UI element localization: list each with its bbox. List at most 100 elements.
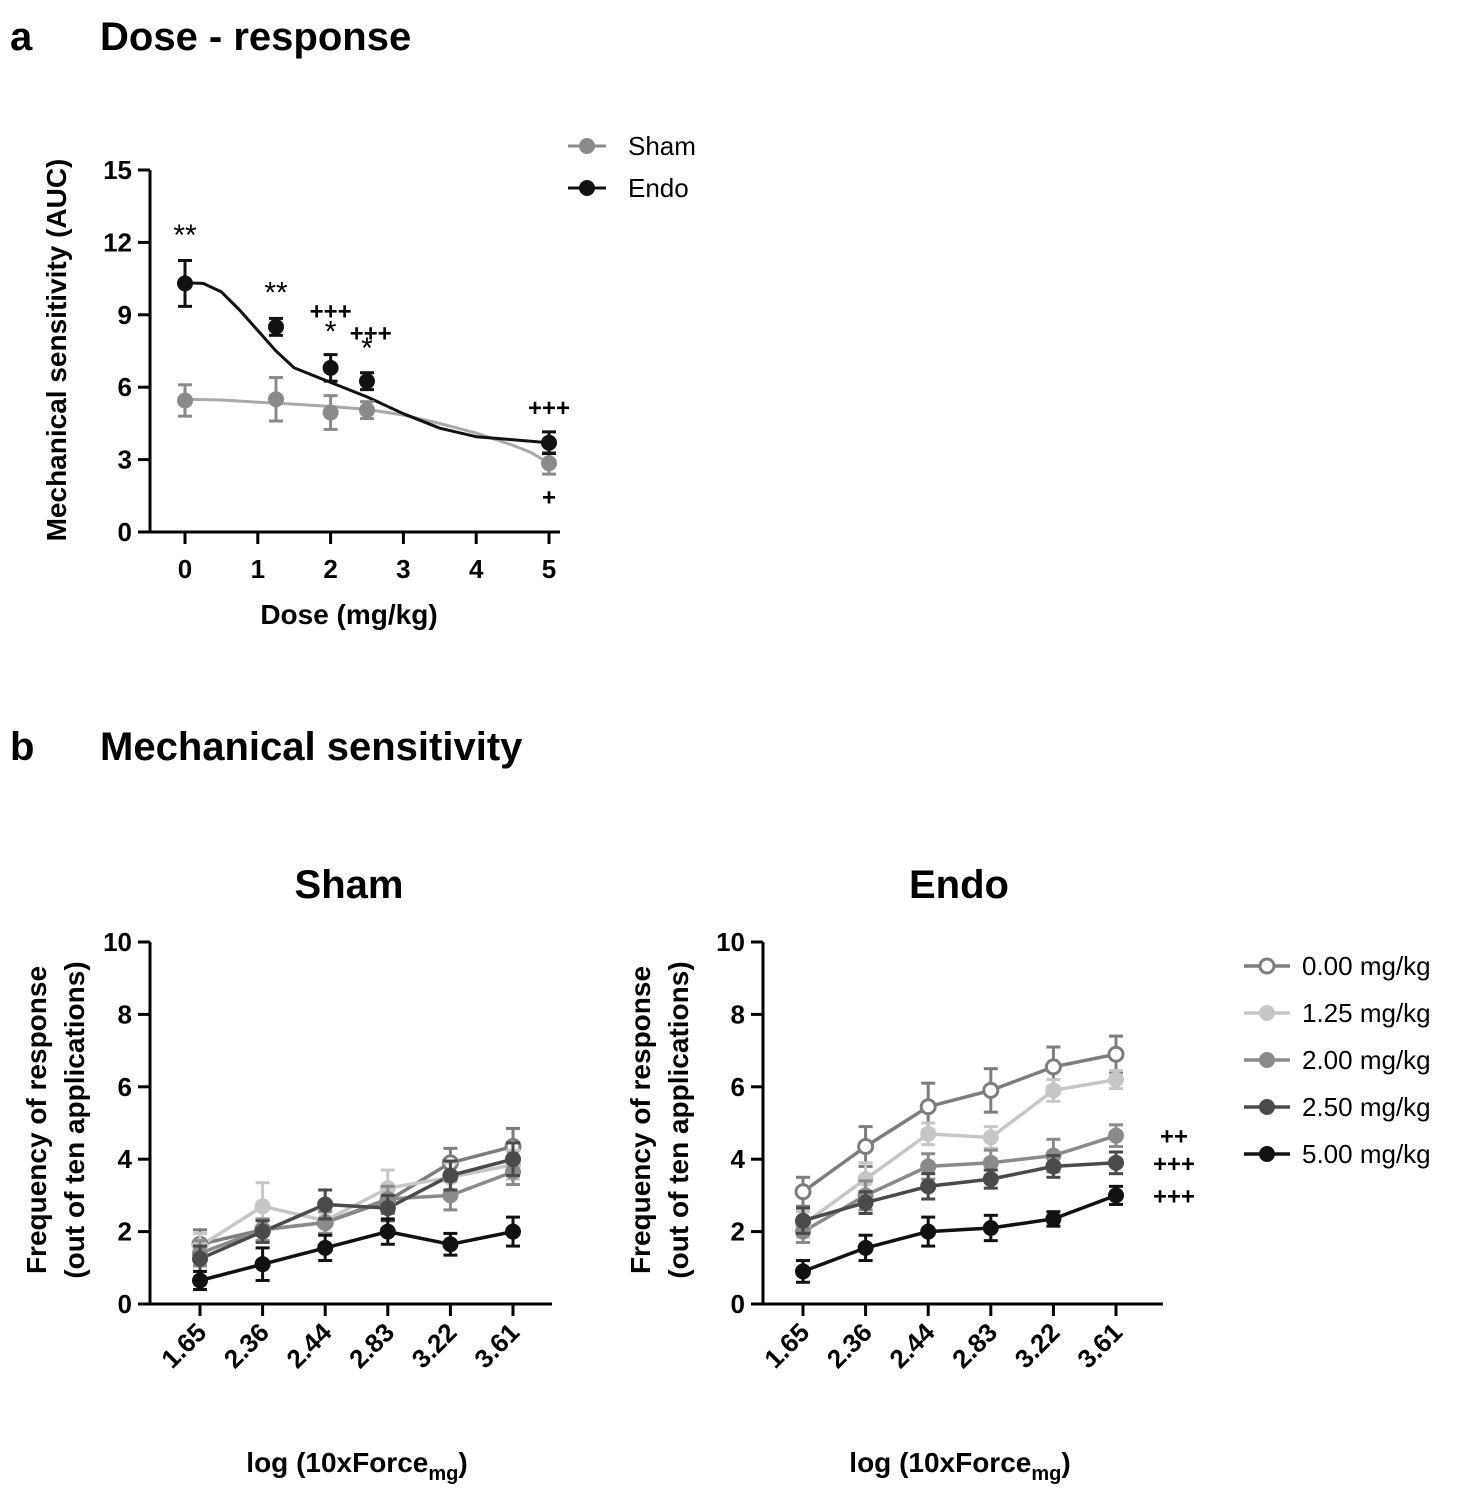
chart-a-endo-point bbox=[541, 434, 557, 451]
sham-y-label-line2: (out of ten applications) bbox=[59, 961, 90, 1278]
endo-chart: Endo Frequency of response (out of ten a… bbox=[625, 863, 1195, 1485]
endo-y-tick-label: 0 bbox=[731, 1289, 745, 1319]
sham-series-250-point bbox=[192, 1250, 208, 1267]
endo-series-000-point bbox=[857, 1138, 875, 1156]
endo-series-125-point bbox=[1045, 1082, 1062, 1099]
endo-x-label-close: ) bbox=[1061, 1447, 1070, 1478]
endo-series-250-point bbox=[982, 1171, 999, 1188]
endo-series-125-line bbox=[801, 1077, 1117, 1226]
chart-a-y-tick-label: 6 bbox=[118, 372, 132, 402]
chart-a-significance-mark: * bbox=[325, 315, 337, 348]
sham-chart-title: Sham bbox=[295, 863, 404, 907]
legend-sham-label: Sham bbox=[628, 131, 696, 161]
chart-a-endo-point bbox=[359, 373, 375, 390]
chart-a-endo-point bbox=[268, 318, 284, 335]
sham-series-250-point bbox=[379, 1200, 396, 1217]
endo-chart-title: Endo bbox=[909, 863, 1009, 907]
chart-a-significance-mark: * bbox=[361, 332, 373, 365]
sham-x-tick-label: 1.65 bbox=[155, 1317, 212, 1374]
sham-chart: Sham Frequency of response (out of ten a… bbox=[21, 863, 552, 1485]
chart-a-x-tick-label: 2 bbox=[323, 554, 337, 584]
sham-series-500-point bbox=[379, 1223, 396, 1240]
endo-x-tick-label: 1.65 bbox=[758, 1317, 815, 1374]
sham-y-tick-label: 2 bbox=[118, 1217, 132, 1247]
chart-a-y-tick-label: 9 bbox=[118, 300, 132, 330]
endo-series-125-point bbox=[982, 1129, 999, 1146]
sham-x-label-main: log (10xForce bbox=[246, 1447, 428, 1478]
endo-x-tick-label: 3.22 bbox=[1009, 1317, 1066, 1374]
sham-y-tick-label: 6 bbox=[118, 1072, 132, 1102]
endo-series-500-point bbox=[795, 1263, 811, 1280]
sham-x-tick-label: 2.44 bbox=[280, 1317, 337, 1374]
sham-series-500-point bbox=[505, 1223, 521, 1240]
chart-a-significance-mark: +++ bbox=[310, 299, 352, 326]
endo-series-500-point bbox=[1045, 1210, 1062, 1227]
sham-series-250-point bbox=[505, 1151, 521, 1168]
chart-a-significance-mark: ** bbox=[173, 219, 197, 252]
endo-series-250-point bbox=[857, 1194, 874, 1211]
chart-a-x-label: Dose (mg/kg) bbox=[260, 599, 437, 630]
chart-a-y-tick-label: 0 bbox=[118, 517, 132, 547]
sham-series-500-point bbox=[254, 1256, 271, 1273]
sham-x-tick-label: 3.22 bbox=[406, 1317, 463, 1374]
endo-series-500-point bbox=[982, 1219, 999, 1236]
sham-x-tick-label: 3.61 bbox=[468, 1317, 525, 1374]
sham-series-250-point bbox=[317, 1196, 334, 1213]
endo-series-000-point bbox=[1107, 1045, 1125, 1063]
endo-series-250-point bbox=[795, 1212, 811, 1229]
chart-a-y-tick-label: 15 bbox=[103, 155, 132, 185]
endo-series-500-line bbox=[802, 1193, 1117, 1274]
chart-a-endo-fit-curve bbox=[184, 281, 550, 445]
legend-dose-500-label: 5.00 mg/kg bbox=[1302, 1139, 1431, 1169]
legend-dose-250-marker bbox=[1259, 1099, 1275, 1115]
endo-y-label-line1: Frequency of response bbox=[625, 966, 656, 1274]
chart-a-endo-point bbox=[177, 275, 193, 292]
sham-series-250-line bbox=[199, 1157, 514, 1261]
endo-series-250-line bbox=[802, 1161, 1117, 1223]
endo-series-125-point bbox=[1108, 1071, 1124, 1088]
chart-a-significance-mark: ** bbox=[264, 277, 288, 310]
endo-x-tick-label: 2.44 bbox=[883, 1317, 940, 1374]
legend-endo-marker bbox=[579, 180, 595, 196]
panel-a-label: a bbox=[10, 15, 33, 59]
panel-a-title: Dose - response bbox=[100, 15, 411, 59]
endo-series-200-point bbox=[920, 1158, 937, 1175]
sham-series-250-point bbox=[254, 1223, 271, 1240]
legend-dose-125-label: 1.25 mg/kg bbox=[1302, 998, 1431, 1028]
sham-series-000-line bbox=[199, 1144, 514, 1247]
sham-y-tick-label: 8 bbox=[118, 999, 132, 1029]
endo-series-125-point bbox=[857, 1171, 874, 1188]
legend-sham-marker bbox=[579, 138, 595, 154]
sham-y-label-line1: Frequency of response bbox=[21, 966, 52, 1274]
sham-series-200-line bbox=[199, 1170, 514, 1255]
chart-a-significance-mark: + bbox=[542, 484, 556, 511]
endo-x-tick-label: 3.61 bbox=[1071, 1317, 1128, 1374]
endo-y-tick-label: 10 bbox=[716, 927, 745, 957]
endo-series-000-point bbox=[794, 1183, 812, 1201]
sham-series-500-line bbox=[199, 1229, 514, 1283]
legend-dose-000-label: 0.00 mg/kg bbox=[1302, 951, 1431, 981]
endo-series-500-point bbox=[857, 1239, 874, 1256]
sham-x-label: log (10xForcemg) bbox=[246, 1447, 467, 1485]
endo-x-label-sub: mg bbox=[1031, 1463, 1061, 1485]
sham-y-tick-label: 10 bbox=[103, 927, 132, 957]
legend-dose-500-marker bbox=[1259, 1146, 1275, 1162]
legend-dose-200-label: 2.00 mg/kg bbox=[1302, 1045, 1431, 1075]
endo-series-000-point bbox=[982, 1081, 1000, 1099]
chart-a-y-label: Mechanical sensitivity (AUC) bbox=[41, 159, 72, 542]
endo-x-tick-label: 2.83 bbox=[946, 1317, 1003, 1374]
endo-x-tick-label: 2.36 bbox=[821, 1317, 878, 1374]
sham-series-125-point bbox=[254, 1198, 271, 1215]
chart-a-sham-point bbox=[268, 391, 284, 408]
endo-series-250-point bbox=[1045, 1158, 1062, 1175]
legend-dose-125-marker bbox=[1259, 1005, 1275, 1021]
chart-a-sham-point bbox=[322, 404, 339, 421]
sham-series-500-point bbox=[192, 1272, 208, 1289]
endo-y-tick-label: 4 bbox=[731, 1144, 746, 1174]
endo-series-500-point bbox=[920, 1223, 937, 1240]
chart-a-sham-point bbox=[177, 392, 193, 409]
endo-significance-mark: +++ bbox=[1153, 1183, 1195, 1210]
endo-y-tick-label: 8 bbox=[731, 999, 745, 1029]
endo-y-label-line2: (out of ten applications) bbox=[663, 961, 694, 1278]
